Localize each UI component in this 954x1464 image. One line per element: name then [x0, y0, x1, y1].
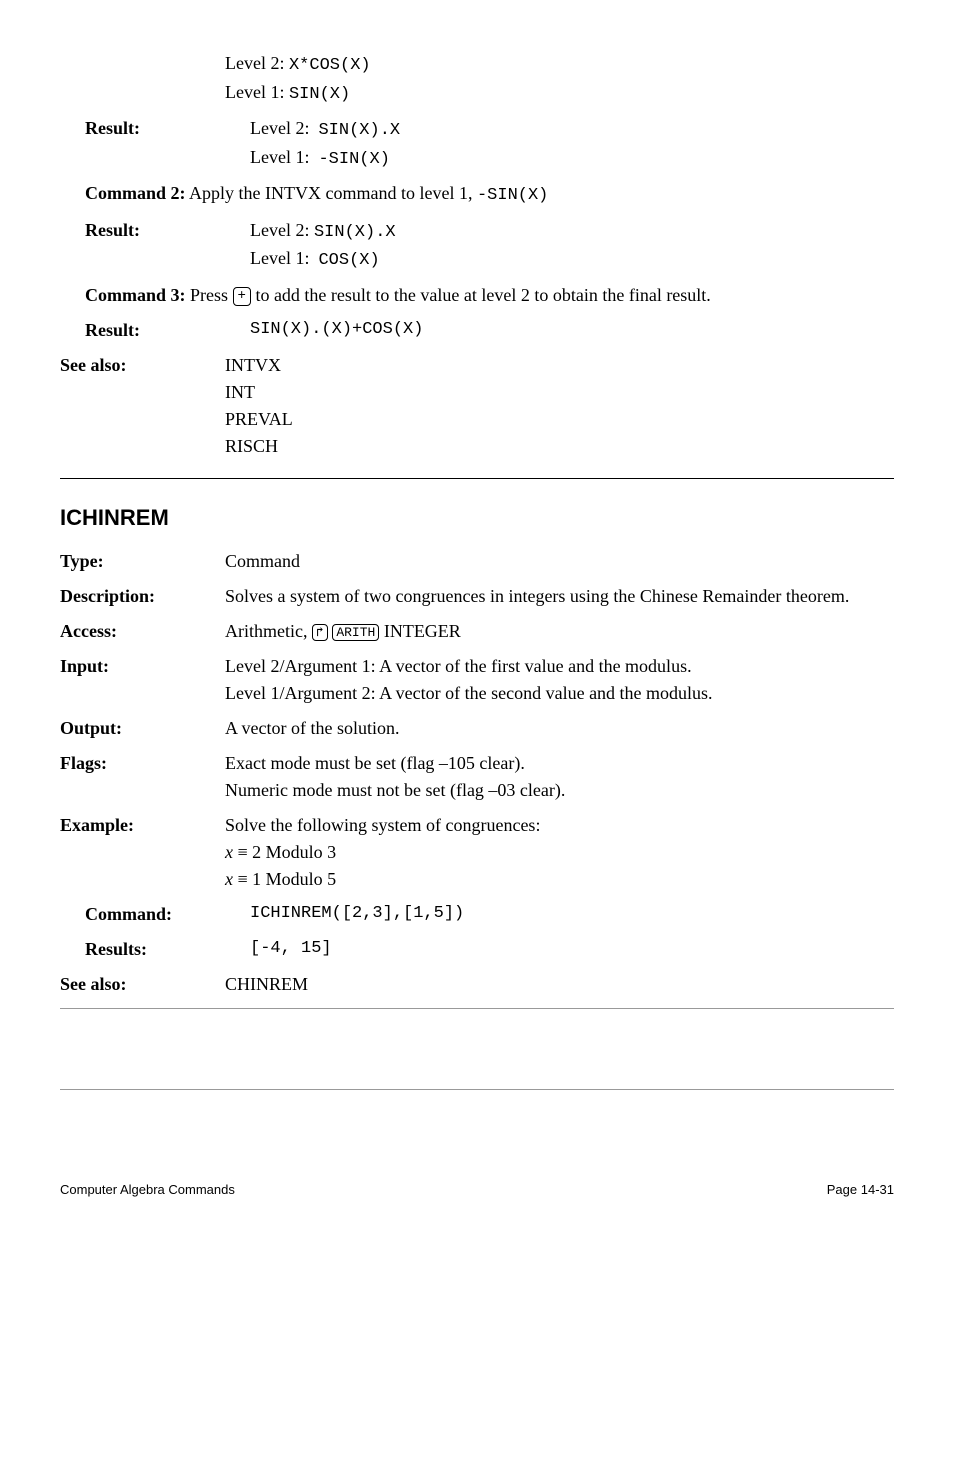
flags-label: Flags: — [60, 750, 225, 804]
results-value: [-4, 15] — [250, 936, 894, 963]
example-eq1-rest: ≡ 2 Modulo 3 — [233, 842, 336, 862]
command3-content: Command 3: Press + to add the result to … — [60, 282, 894, 309]
access-label: Access: — [60, 618, 225, 645]
command3-row: Command 3: Press + to add the result to … — [60, 282, 894, 309]
description-label: Description: — [60, 583, 225, 610]
command2-text-a: Apply the INTVX command to level 1, — [186, 183, 477, 203]
input-label: Input: — [60, 653, 225, 707]
result2-row: Result: Level 2: SIN(X).X Level 1: COS(X… — [60, 217, 894, 274]
input-line1: Level 2/Argument 1: A vector of the firs… — [225, 656, 692, 676]
example-eq2-var: x — [225, 869, 233, 889]
result1-row: Result: Level 2: SIN(X).X Level 1: -SIN(… — [60, 115, 894, 172]
access-prefix: Arithmetic, — [225, 621, 312, 641]
type-row: Type: Command — [60, 548, 894, 575]
seealso-ichinrem-row: See also: CHINREM — [60, 971, 894, 998]
access-suffix: INTEGER — [379, 621, 460, 641]
output-value: A vector of the solution. — [225, 715, 894, 742]
flags-value: Exact mode must be set (flag –105 clear)… — [225, 750, 894, 804]
result1-l2-code: SIN(X).X — [318, 121, 400, 140]
access-value: Arithmetic, ↱ ARITH INTEGER — [225, 618, 894, 645]
type-value: Command — [225, 548, 894, 575]
empty-label — [60, 50, 225, 107]
results-label: Results: — [60, 936, 250, 963]
result3-label: Result: — [60, 317, 250, 344]
input-line2: Level 1/Argument 2: A vector of the seco… — [225, 683, 713, 703]
footer-right: Page 14-31 — [827, 1180, 894, 1200]
example-eq1-var: x — [225, 842, 233, 862]
seealso-risch: RISCH — [225, 436, 278, 456]
example-line1: Solve the following system of congruence… — [225, 815, 540, 835]
command2-content: Command 2: Apply the INTVX command to le… — [60, 180, 894, 209]
example-label: Example: — [60, 812, 225, 893]
level2a-code: X*COS(X) — [289, 56, 371, 75]
footer-left: Computer Algebra Commands — [60, 1180, 235, 1200]
arith-key-icon: ARITH — [332, 624, 379, 642]
command3-text-a: Press — [186, 285, 233, 305]
level1a-text: Level 1: SIN(X) — [225, 82, 350, 102]
result3-code: SIN(X).(X)+COS(X) — [250, 317, 894, 344]
seealso-top-label: See also: — [60, 352, 225, 460]
output-label: Output: — [60, 715, 225, 742]
shift-key-icon: ↱ — [312, 624, 328, 642]
example-row: Example: Solve the following system of c… — [60, 812, 894, 893]
level2a-text: Level 2: X*COS(X) — [225, 53, 371, 73]
seealso-ichinrem-value: CHINREM — [225, 971, 894, 998]
command2-label: Command 2: — [85, 183, 186, 203]
command3-text-b: to add the result to the value at level … — [251, 285, 711, 305]
result2-l1: Level 1: COS(X) — [250, 248, 380, 268]
result1-label: Result: — [60, 115, 250, 172]
command3-label: Command 3: — [85, 285, 186, 305]
result2-l2: Level 2: SIN(X).X — [250, 220, 396, 240]
seealso-preval: PREVAL — [225, 409, 293, 429]
result2-content: Level 2: SIN(X).X Level 1: COS(X) — [250, 217, 894, 274]
output-row: Output: A vector of the solution. — [60, 715, 894, 742]
ichinrem-heading: ICHINREM — [60, 501, 894, 534]
plus-key-icon: + — [233, 287, 251, 306]
flags-row: Flags: Exact mode must be set (flag –105… — [60, 750, 894, 804]
result1-l2: Level 2: SIN(X).X — [250, 118, 400, 138]
footer-divider — [60, 1089, 894, 1090]
command2-code: -SIN(X) — [477, 186, 548, 205]
seealso-intvx: INTVX — [225, 355, 281, 375]
example-value: Solve the following system of congruence… — [225, 812, 894, 893]
example-eq2: x ≡ 1 Modulo 5 — [225, 869, 336, 889]
result2-l2-code: SIN(X).X — [314, 223, 396, 242]
seealso-top-row: See also: INTVX INT PREVAL RISCH — [60, 352, 894, 460]
flags-line1: Exact mode must be set (flag –105 clear)… — [225, 753, 525, 773]
command-label: Command: — [60, 901, 250, 928]
section-divider — [60, 478, 894, 479]
result2-label: Result: — [60, 217, 250, 274]
input-value: Level 2/Argument 1: A vector of the firs… — [225, 653, 894, 707]
result1-l1-code: -SIN(X) — [318, 150, 389, 169]
end-divider — [60, 1008, 894, 1009]
input-row: Input: Level 2/Argument 1: A vector of t… — [60, 653, 894, 707]
result1-content: Level 2: SIN(X).X Level 1: -SIN(X) — [250, 115, 894, 172]
type-label: Type: — [60, 548, 225, 575]
example-eq2-rest: ≡ 1 Modulo 5 — [233, 869, 336, 889]
command2-row: Command 2: Apply the INTVX command to le… — [60, 180, 894, 209]
result1-l1: Level 1: -SIN(X) — [250, 147, 390, 167]
description-value: Solves a system of two congruences in in… — [225, 583, 894, 610]
level1a-code: SIN(X) — [289, 85, 350, 104]
seealso-ichinrem-label: See also: — [60, 971, 225, 998]
level-content: Level 2: X*COS(X) Level 1: SIN(X) — [225, 50, 894, 107]
results-row: Results: [-4, 15] — [60, 936, 894, 963]
access-row: Access: Arithmetic, ↱ ARITH INTEGER — [60, 618, 894, 645]
flags-line2: Numeric mode must not be set (flag –03 c… — [225, 780, 565, 800]
result2-l1-code: COS(X) — [318, 251, 379, 270]
page-footer: Computer Algebra Commands Page 14-31 — [60, 1180, 894, 1200]
description-row: Description: Solves a system of two cong… — [60, 583, 894, 610]
command-value: ICHINREM([2,3],[1,5]) — [250, 901, 894, 928]
seealso-int: INT — [225, 382, 255, 402]
level-line: Level 2: X*COS(X) Level 1: SIN(X) — [60, 50, 894, 107]
command-row: Command: ICHINREM([2,3],[1,5]) — [60, 901, 894, 928]
example-eq1: x ≡ 2 Modulo 3 — [225, 842, 336, 862]
seealso-top-content: INTVX INT PREVAL RISCH — [225, 352, 894, 460]
result3-row: Result: SIN(X).(X)+COS(X) — [60, 317, 894, 344]
